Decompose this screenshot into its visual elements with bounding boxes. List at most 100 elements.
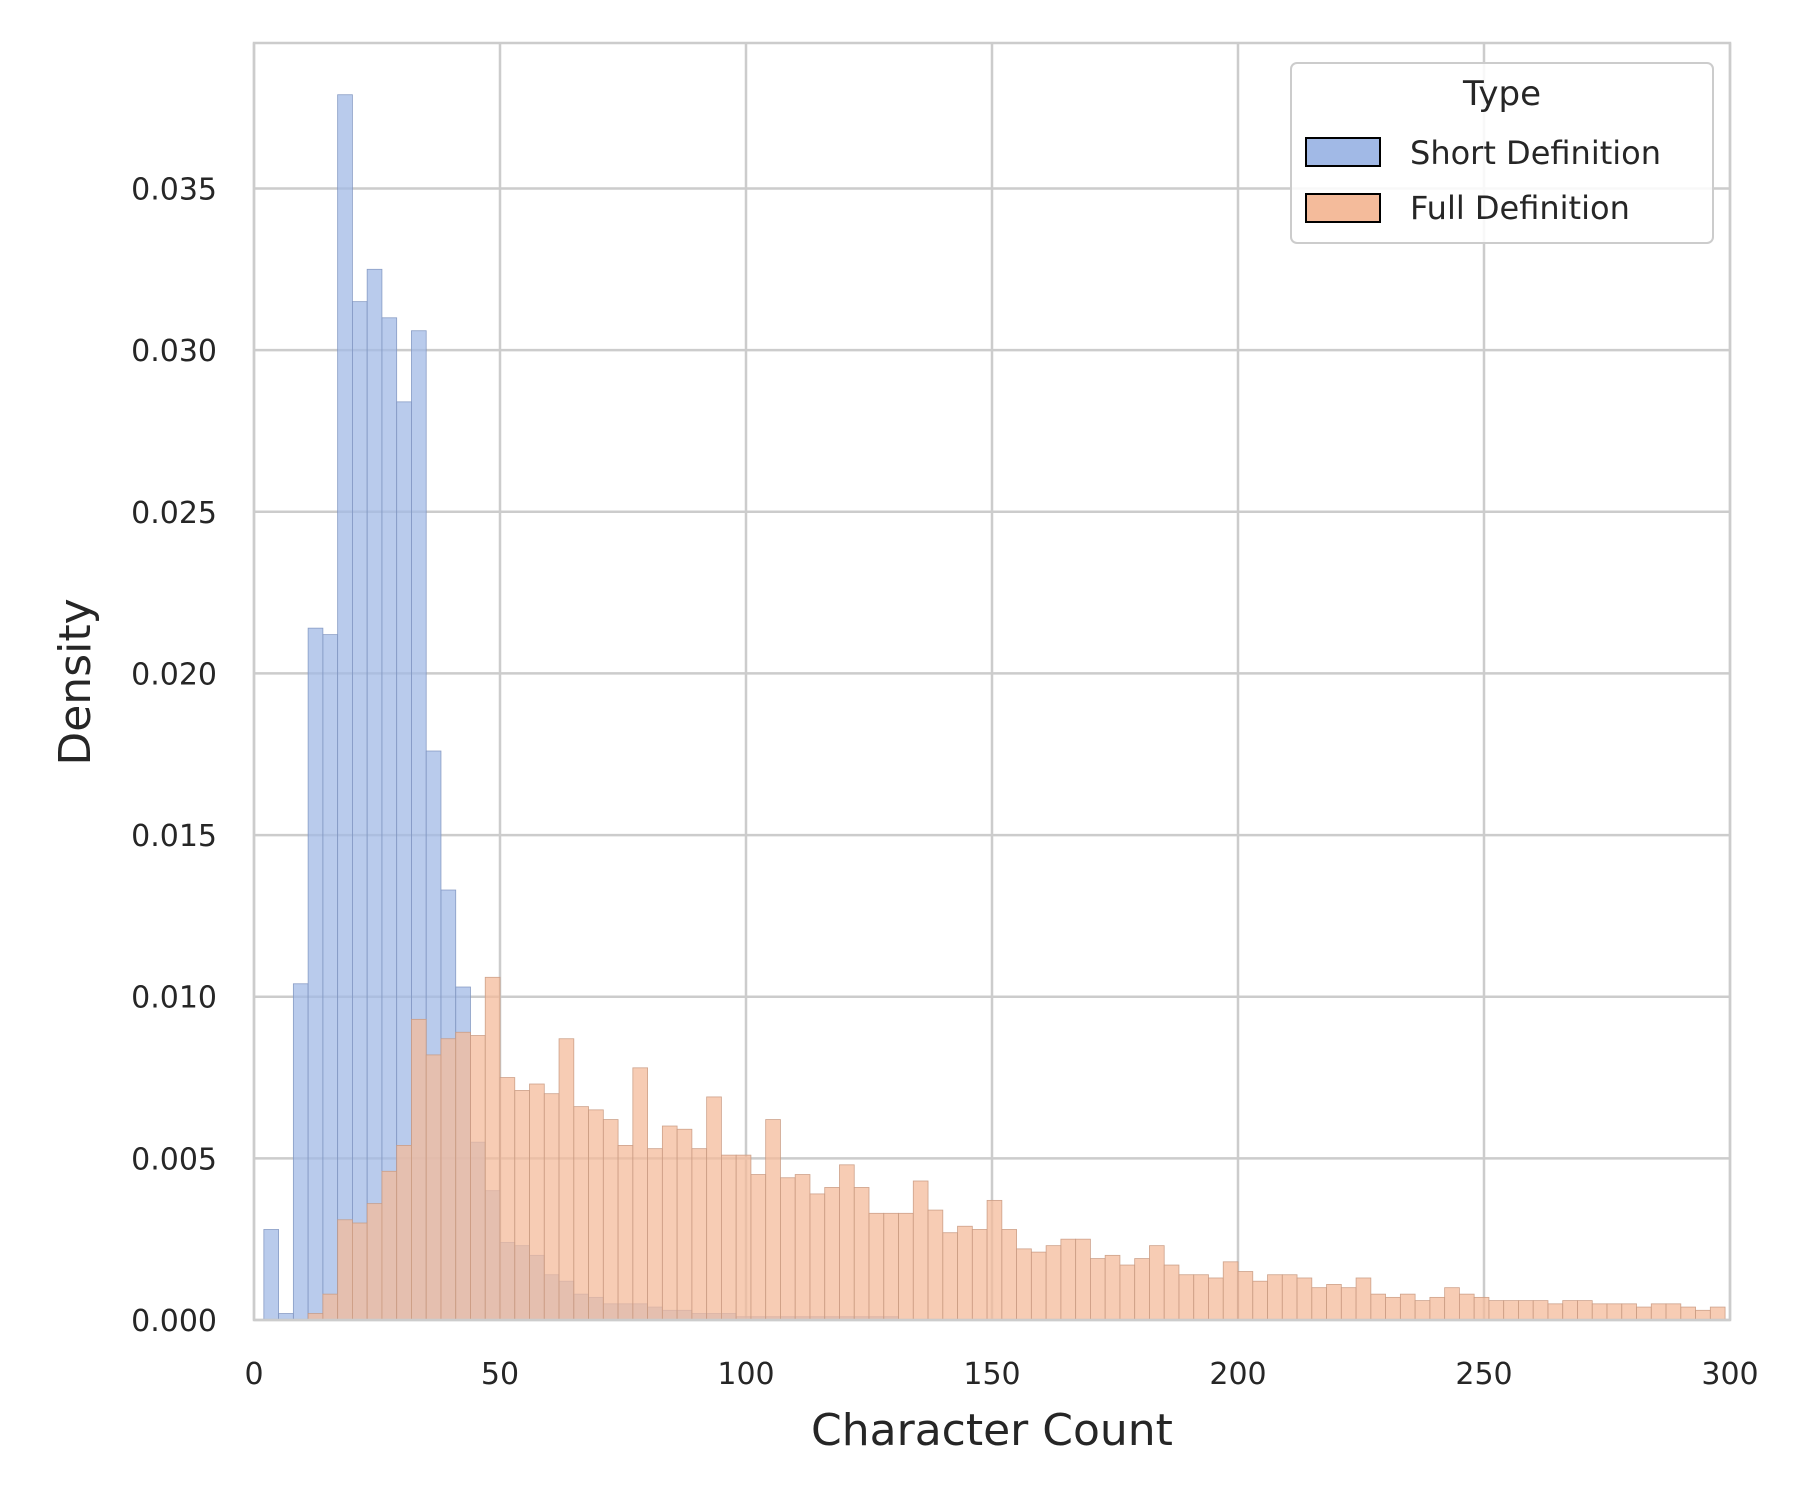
y-tick-label: 0.015 — [131, 819, 217, 854]
full-definition-bar — [750, 1174, 767, 1321]
full-definition-bar — [1636, 1306, 1652, 1321]
full-definition-bar — [1577, 1300, 1593, 1321]
short-definition-bar — [307, 627, 324, 1321]
full-definition-bar — [440, 1038, 457, 1321]
x-tick-label: 50 — [481, 1357, 519, 1392]
short-definition-bar — [337, 94, 353, 1321]
full-definition-bar — [765, 1119, 781, 1321]
full-definition-bar — [366, 1203, 383, 1321]
full-definition-bar — [484, 976, 501, 1321]
full-definition-bar — [1503, 1300, 1519, 1321]
full-definition-bar — [1340, 1287, 1357, 1321]
short-definition-bar — [292, 983, 309, 1321]
full-definition-bar — [853, 1187, 870, 1321]
full-definition-bar — [1621, 1303, 1637, 1321]
legend-swatch-short-definition — [1305, 137, 1381, 167]
full-definition-bar — [499, 1077, 516, 1321]
full-definition-bar — [957, 1225, 973, 1321]
short-definition-bar — [263, 1229, 279, 1321]
y-axis-label: Density — [50, 598, 101, 765]
full-definition-bar — [1104, 1254, 1121, 1321]
full-definition-bar — [514, 1090, 530, 1321]
full-definition-bar — [1119, 1264, 1136, 1321]
full-definition-bar — [1695, 1309, 1711, 1321]
full-definition-bar — [470, 1035, 486, 1321]
full-definition-bar — [839, 1164, 855, 1321]
x-axis-ticks: 0 50 100 150 200 250 300 — [244, 1357, 1758, 1392]
x-axis-label: Character Count — [811, 1405, 1173, 1456]
y-tick-label: 0.010 — [131, 981, 217, 1016]
full-definition-bar — [337, 1219, 353, 1321]
full-definition-bar — [1030, 1251, 1047, 1321]
full-definition-bar — [1399, 1293, 1416, 1321]
full-definition-bar — [883, 1212, 899, 1321]
full-definition-bar — [1060, 1238, 1077, 1321]
full-definition-bar — [322, 1293, 339, 1321]
full-definition-bar — [617, 1145, 634, 1321]
full-definition-bar — [676, 1128, 693, 1321]
full-definition-bar — [1163, 1264, 1180, 1321]
full-definition-bar — [794, 1174, 811, 1321]
short-definition-bar — [381, 317, 398, 1321]
full-definition-bar — [351, 1222, 368, 1321]
full-definition-bar — [425, 1054, 442, 1321]
full-definition-bar — [455, 1031, 471, 1321]
full-definition-bar — [558, 1038, 575, 1321]
full-definition-bar — [1222, 1261, 1239, 1321]
full-definition-bar — [1016, 1248, 1032, 1321]
full-definition-bar — [573, 1106, 589, 1321]
full-definition-bar — [396, 1145, 412, 1321]
short-definition-bar — [351, 301, 368, 1321]
full-definition-bar — [1680, 1306, 1696, 1321]
full-definition-bar — [1193, 1274, 1209, 1321]
short-definition-bar — [366, 268, 383, 1321]
y-tick-label: 0.005 — [131, 1142, 217, 1177]
full-definition-bar — [971, 1229, 988, 1321]
x-tick-label: 250 — [1455, 1357, 1512, 1392]
full-definition-bar — [1370, 1293, 1386, 1321]
full-definition-bar — [1591, 1303, 1608, 1321]
legend: Type Short Definition Full Definition — [1290, 62, 1714, 244]
y-tick-label: 0.025 — [131, 496, 217, 531]
full-definition-bar — [1208, 1277, 1224, 1321]
full-definition-bar — [942, 1232, 958, 1321]
full-definition-bar — [809, 1193, 826, 1321]
full-definition-bar — [1709, 1306, 1726, 1321]
y-tick-label: 0.000 — [131, 1304, 217, 1339]
full-definition-bar — [1444, 1287, 1460, 1321]
full-definition-bar — [1665, 1303, 1682, 1321]
full-definition-bar — [691, 1148, 708, 1321]
full-definition-bar — [721, 1154, 737, 1321]
full-definition-bar — [411, 1018, 427, 1321]
y-tick-label: 0.020 — [131, 657, 217, 692]
full-definition-bar — [661, 1125, 678, 1321]
full-definition-bar — [912, 1180, 929, 1321]
full-definition-bar — [529, 1083, 545, 1321]
full-definition-bar — [588, 1109, 604, 1321]
legend-label-short-definition: Short Definition — [1410, 134, 1661, 172]
full-definition-bar — [1473, 1296, 1490, 1321]
full-definition-bar — [1090, 1258, 1106, 1321]
full-definition-bar — [927, 1209, 944, 1321]
y-tick-label: 0.030 — [131, 334, 217, 369]
full-definition-bar — [1650, 1303, 1667, 1321]
full-definition-bar — [543, 1093, 560, 1321]
full-definition-bar — [1488, 1300, 1505, 1321]
full-definition-bar — [1075, 1238, 1091, 1321]
full-definition-bar — [1562, 1300, 1578, 1321]
short-definition-bar — [322, 634, 339, 1321]
plot-frame — [252, 41, 1732, 1322]
full-definition-bar — [986, 1199, 1003, 1321]
legend-title: Type — [1462, 74, 1541, 114]
full-definition-bar — [706, 1096, 722, 1321]
x-tick-label: 150 — [963, 1357, 1020, 1392]
full-definition-bar — [1001, 1229, 1018, 1321]
legend-frame — [1290, 62, 1714, 244]
legend-label-full-definition: Full Definition — [1410, 189, 1630, 227]
legend-swatch-full-definition — [1305, 193, 1381, 223]
full-definition-bar — [898, 1212, 914, 1321]
y-tick-label: 0.035 — [131, 172, 217, 207]
full-definition-bar — [1326, 1284, 1342, 1321]
full-definition-bar — [1429, 1296, 1446, 1321]
